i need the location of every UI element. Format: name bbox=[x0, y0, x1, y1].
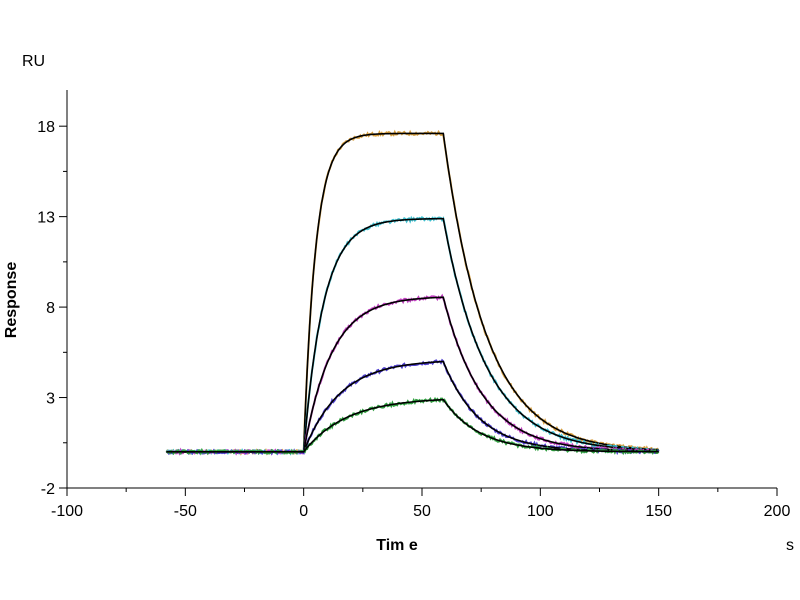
x-unit-label: s bbox=[786, 537, 794, 554]
x-tick-label: 100 bbox=[527, 503, 554, 520]
fit-curve-2 bbox=[166, 217, 659, 453]
x-tick-label: 50 bbox=[413, 503, 431, 520]
series-group bbox=[165, 129, 660, 456]
y-axis-title: Response bbox=[3, 262, 20, 339]
fit-curve-5 bbox=[166, 398, 659, 453]
y-tick-label: 3 bbox=[46, 391, 55, 408]
raw-trace-3 bbox=[165, 293, 659, 456]
x-tick-label: 200 bbox=[764, 503, 791, 520]
y-tick-label: 18 bbox=[37, 119, 55, 136]
raw-trace-1 bbox=[165, 129, 660, 456]
fit-curve-3 bbox=[166, 296, 659, 453]
y-tick-label: 13 bbox=[37, 210, 55, 227]
axes bbox=[66, 90, 777, 489]
y-ticks: -2 3 8 13 18 bbox=[37, 119, 67, 498]
x-tick-label: -100 bbox=[51, 503, 83, 520]
x-ticks: -100 -50 0 50 100 150 200 bbox=[51, 488, 790, 520]
fit-curve-4 bbox=[166, 360, 659, 453]
raw-trace-2 bbox=[165, 215, 660, 456]
y-tick-label: -2 bbox=[41, 481, 55, 498]
x-tick-label: 0 bbox=[299, 503, 308, 520]
y-tick-label: 8 bbox=[46, 300, 55, 317]
x-tick-label: -50 bbox=[174, 503, 197, 520]
y-unit-label: RU bbox=[22, 53, 45, 70]
x-tick-label: 150 bbox=[645, 503, 672, 520]
x-axis-title: Tim e bbox=[376, 537, 418, 554]
fit-curve-1 bbox=[166, 132, 659, 453]
